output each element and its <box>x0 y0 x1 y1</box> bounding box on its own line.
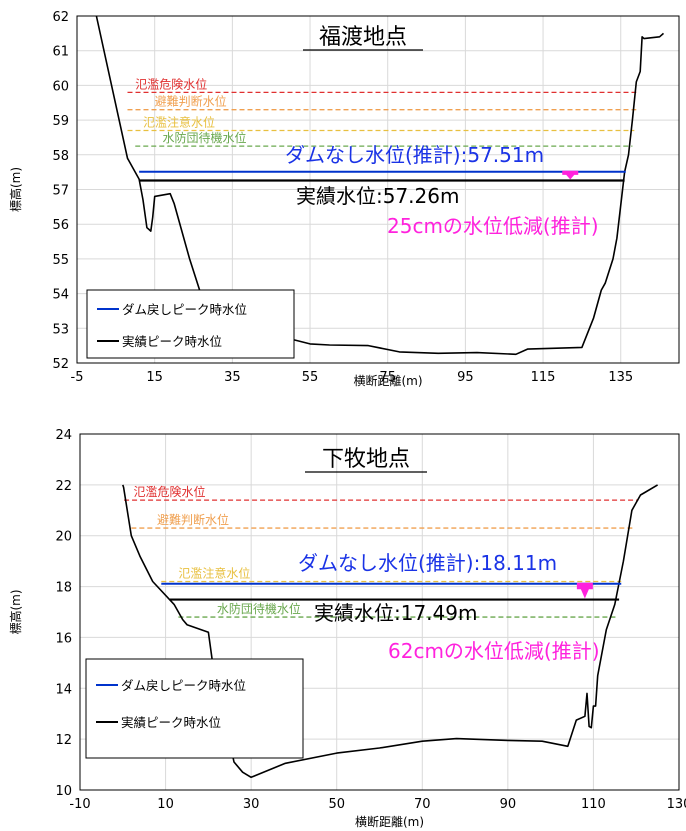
actual-level-annotation: 実績水位:17.49m <box>314 601 477 625</box>
x-tick-label: 90 <box>500 797 517 812</box>
y-tick-label: 18 <box>55 581 72 596</box>
y-tick-label: 10 <box>55 784 72 799</box>
x-tick-label: 50 <box>328 797 345 812</box>
level-label: 氾濫注意水位 <box>143 115 215 130</box>
x-tick-label: 110 <box>581 797 606 812</box>
x-axis-label: 横断距離(m) <box>353 373 422 388</box>
y-tick-label: 12 <box>55 733 72 748</box>
x-axis-label: 横断距離(m) <box>355 814 424 829</box>
chart-title: 下牧地点 <box>322 447 410 472</box>
chart-panel-1: 52 53 54 55 56 57 58 59 60 61 62 -5 15 35 55 75 95 115 135… <box>8 10 680 388</box>
reduction-arrow-icon <box>576 582 593 599</box>
x-tick-label: 95 <box>457 370 474 385</box>
terrain-line <box>95 15 665 356</box>
legend-box <box>85 658 304 759</box>
actual-level-annotation: 実績水位:57.26m <box>296 184 459 208</box>
chart-panel-2: 1012141618202224-101030507090110130横断距離(… <box>8 428 686 829</box>
level-label: 氾濫危険水位 <box>135 76 207 91</box>
reduction-annotation: 25cmの水位低減(推計) <box>387 214 599 238</box>
y-tick-label: 22 <box>55 479 72 494</box>
plot-area <box>79 433 680 791</box>
level-label: 水防団待機水位 <box>217 601 301 616</box>
x-tick-label: 115 <box>531 370 556 385</box>
chart-title: 福渡地点 <box>319 25 407 50</box>
level-label: 水防団待機水位 <box>162 130 246 145</box>
legend-label-actual: 実績ピーク時水位 <box>121 715 221 730</box>
y-tick-label: 62 <box>52 10 69 25</box>
legend-label-dam: ダム戻しピーク時水位 <box>122 302 247 317</box>
x-tick-label: 55 <box>302 370 319 385</box>
x-tick-label: 15 <box>146 370 163 385</box>
level-label: 避難判断水位 <box>155 94 227 109</box>
level-label: 避難判断水位 <box>157 512 229 527</box>
y-tick-label: 61 <box>52 45 69 60</box>
terrain-line <box>122 484 659 779</box>
y-tick-label: 24 <box>55 428 72 443</box>
level-label: 氾濫危険水位 <box>133 484 205 499</box>
x-tick-label: 130 <box>667 797 686 812</box>
legend-label-actual: 実績ピーク時水位 <box>122 334 222 349</box>
y-tick-label: 54 <box>52 288 69 303</box>
y-tick-label: 16 <box>55 631 72 646</box>
y-tick-label: 53 <box>52 322 69 337</box>
legend-label-dam: ダム戻しピーク時水位 <box>121 678 246 693</box>
reduction-arrow-icon <box>562 170 579 180</box>
y-tick-label: 55 <box>52 253 69 268</box>
y-tick-label: 59 <box>52 114 69 129</box>
y-tick-label: 57 <box>52 184 69 199</box>
x-tick-label: 70 <box>414 797 431 812</box>
x-tick-label: 10 <box>157 797 174 812</box>
x-tick-label: 35 <box>224 370 241 385</box>
y-tick-label: 60 <box>52 79 69 94</box>
x-tick-label: -10 <box>69 797 90 812</box>
dam-level-annotation: ダムなし水位(推計):57.51m <box>285 143 544 167</box>
y-tick-label: 14 <box>55 682 72 697</box>
dam-level-annotation: ダムなし水位(推計):18.11m <box>298 551 557 575</box>
x-tick-label: 75 <box>379 370 396 385</box>
y-axis-label: 標高(m) <box>8 167 23 212</box>
reduction-annotation: 62cmの水位低減(推計) <box>388 639 600 663</box>
y-axis-label: 標高(m) <box>8 589 23 634</box>
x-tick-label: 135 <box>608 370 633 385</box>
y-tick-label: 20 <box>55 530 72 545</box>
level-label: 氾濫注意水位 <box>178 565 250 580</box>
x-tick-label: 30 <box>243 797 260 812</box>
legend-box <box>86 289 295 359</box>
y-tick-label: 58 <box>52 149 69 164</box>
plot-area <box>76 15 680 364</box>
y-tick-label: 56 <box>52 218 69 233</box>
x-tick-label: -5 <box>71 370 84 385</box>
y-tick-label: 52 <box>52 357 69 372</box>
